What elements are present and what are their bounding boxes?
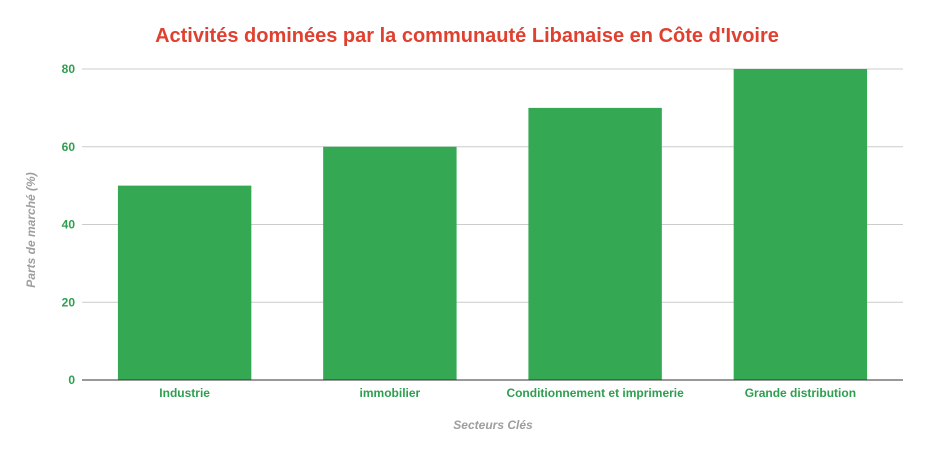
- bar: [528, 107, 662, 380]
- x-tick-label: Conditionnement et imprimerie: [506, 386, 684, 400]
- chart-title: Activités dominées par la communauté Lib…: [155, 25, 779, 47]
- y-axis-ticks: 0 20 40 60 80: [62, 62, 76, 387]
- bars: [117, 69, 868, 380]
- y-tick-label: 40: [62, 218, 76, 232]
- y-tick-label: 0: [68, 373, 75, 387]
- x-axis-title: Secteurs Clés: [453, 418, 533, 432]
- x-axis-ticks: Industrie immobilier Conditionnement et im…: [159, 386, 856, 400]
- x-tick-label: Industrie: [159, 386, 210, 400]
- y-tick-label: 60: [62, 140, 76, 154]
- x-tick-label: immobilier: [360, 386, 421, 400]
- bar: [117, 185, 252, 380]
- y-axis-title: Parts de marché (%): [24, 172, 38, 287]
- y-tick-label: 20: [62, 295, 76, 309]
- x-tick-label: Grande distribution: [745, 386, 856, 400]
- bar: [323, 146, 457, 380]
- bar: [733, 69, 868, 380]
- y-tick-label: 80: [62, 62, 76, 76]
